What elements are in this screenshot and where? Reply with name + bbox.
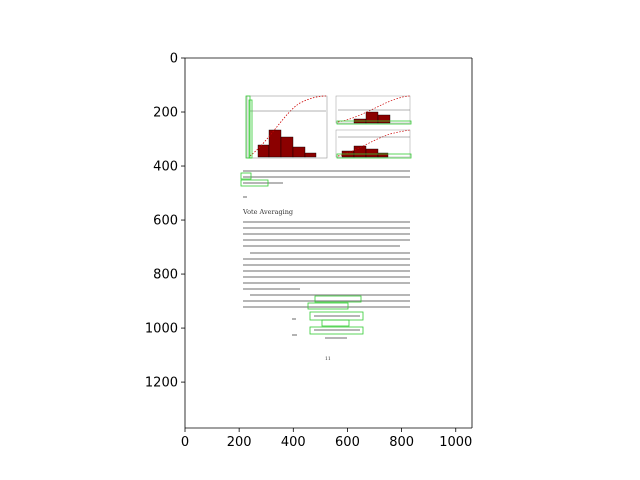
y-tick-label: 200 bbox=[153, 106, 178, 121]
figure-caption bbox=[240, 170, 410, 187]
x-tick-label: 0 bbox=[181, 435, 189, 450]
paragraph bbox=[243, 252, 410, 290]
section-heading: Vote Averaging bbox=[242, 208, 293, 216]
histogram-bar bbox=[353, 145, 367, 158]
equation-block bbox=[292, 311, 364, 339]
cdf-curve bbox=[337, 95, 411, 123]
x-tick-label: 800 bbox=[389, 435, 414, 450]
paragraph bbox=[243, 221, 410, 247]
histogram-bar bbox=[280, 136, 294, 158]
detection-box bbox=[240, 179, 269, 187]
y-tick-label: 600 bbox=[153, 214, 178, 229]
y-tick-label: 1200 bbox=[145, 376, 178, 391]
figure-left-histogram bbox=[245, 95, 328, 159]
page-number: 11 bbox=[325, 356, 331, 362]
y-tick-label: 1000 bbox=[145, 322, 178, 337]
detection-box bbox=[336, 153, 412, 159]
histogram-bar bbox=[304, 152, 317, 158]
x-tick-label: 600 bbox=[335, 435, 360, 450]
histogram-bar bbox=[377, 152, 389, 158]
y-tick-label: 800 bbox=[153, 268, 178, 283]
y-tick-label: 400 bbox=[153, 160, 178, 175]
x-tick-label: 400 bbox=[281, 435, 306, 450]
cdf-curve bbox=[249, 95, 327, 157]
detection-box bbox=[307, 302, 349, 310]
paragraph bbox=[243, 294, 410, 310]
x-tick-label: 1000 bbox=[439, 435, 472, 450]
y-axis: 0 200 400 600 800 1000 1200 bbox=[145, 52, 185, 391]
detection-box bbox=[321, 319, 350, 327]
detection-box bbox=[309, 326, 364, 335]
y-tick-label: 0 bbox=[170, 52, 178, 67]
detection-box bbox=[336, 120, 412, 125]
document-page-image bbox=[185, 58, 472, 428]
x-axis: 0 200 400 600 800 1000 bbox=[181, 428, 472, 450]
axes-frame bbox=[184, 57, 473, 429]
histogram-bar bbox=[365, 148, 379, 158]
histogram-bar bbox=[377, 114, 391, 124]
histogram-bar bbox=[292, 146, 306, 158]
cdf-curve bbox=[337, 129, 411, 157]
detection-box bbox=[314, 295, 362, 303]
detection-box bbox=[248, 99, 253, 159]
detection-box bbox=[245, 95, 251, 159]
figure-right-histograms bbox=[335, 95, 412, 159]
x-tick-label: 200 bbox=[227, 435, 252, 450]
detection-box bbox=[240, 172, 252, 180]
